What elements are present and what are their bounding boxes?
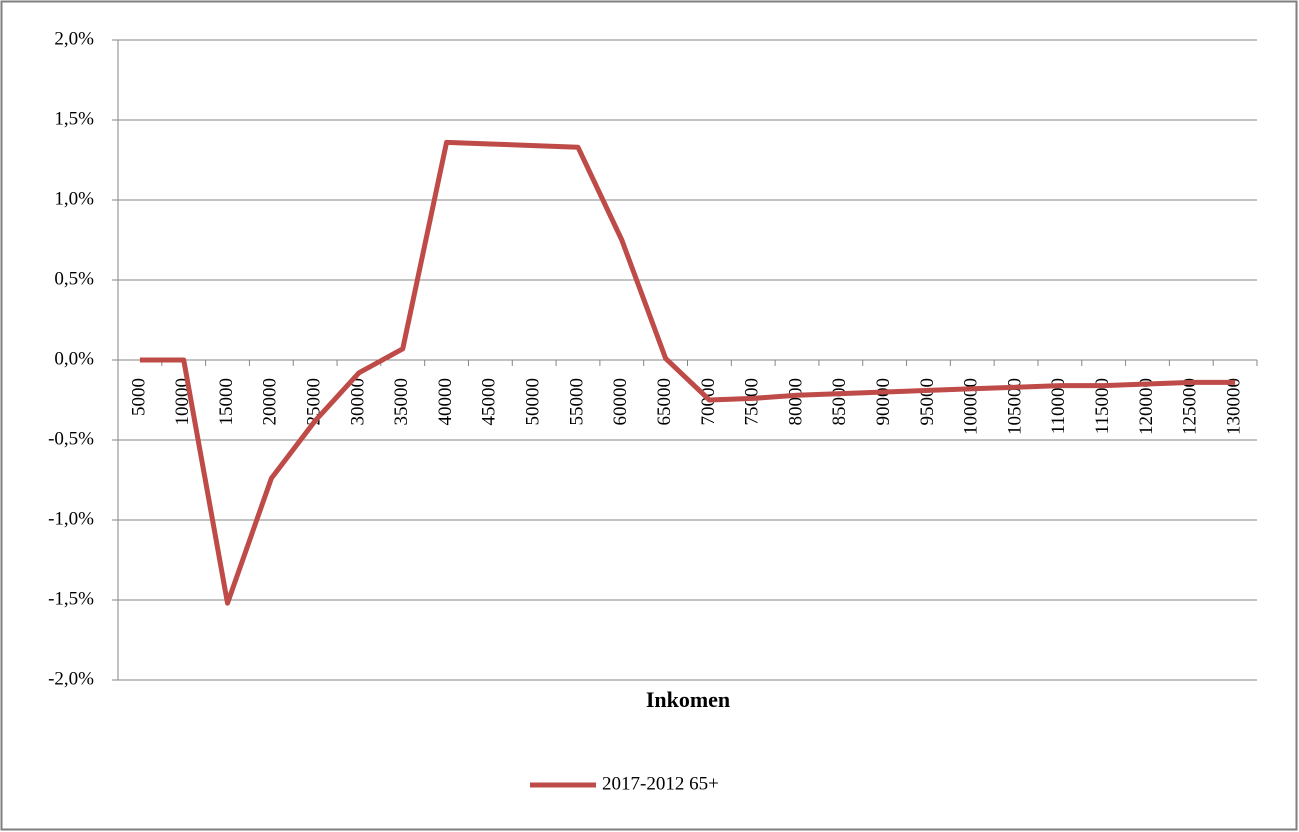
x-tick-label: 85000 (829, 378, 850, 426)
x-tick-label: 115000 (1092, 378, 1113, 434)
x-tick-label: 100000 (961, 378, 982, 435)
x-tick-label: 40000 (435, 378, 456, 426)
x-tick-label: 130000 (1223, 378, 1244, 435)
x-tick-label: 20000 (260, 378, 281, 426)
x-tick-label: 50000 (523, 378, 544, 426)
y-tick-label: 0,5% (54, 268, 94, 289)
y-tick-label: 1,0% (54, 188, 94, 209)
y-tick-label: -0,5% (48, 428, 94, 449)
y-tick-label: 2,0% (54, 28, 94, 49)
y-tick-label: -1,5% (48, 588, 94, 609)
x-tick-label: 105000 (1004, 378, 1025, 435)
y-tick-label: -2,0% (48, 668, 94, 689)
x-tick-label: 120000 (1136, 378, 1157, 435)
x-tick-label: 15000 (216, 378, 237, 426)
x-tick-label: 125000 (1180, 378, 1201, 435)
x-tick-label: 5000 (128, 378, 149, 416)
legend-label: 2017-2012 65+ (602, 773, 719, 794)
x-tick-label: 90000 (873, 378, 894, 426)
x-tick-label: 95000 (917, 378, 938, 426)
x-tick-label: 55000 (566, 378, 587, 426)
y-tick-label: 0,0% (54, 348, 94, 369)
series-line (139, 139, 1236, 606)
x-tick-label: 110000 (1048, 378, 1069, 434)
y-tick-label: -1,0% (48, 508, 94, 529)
x-tick-label: 80000 (785, 378, 806, 426)
x-tick-label: 35000 (391, 378, 412, 426)
x-tick-label: 60000 (610, 378, 631, 426)
x-tick-label: 75000 (742, 378, 763, 426)
x-tick-label: 45000 (479, 378, 500, 426)
x-tick-label: 65000 (654, 378, 675, 426)
x-axis-title: Inkomen (646, 687, 730, 712)
y-tick-label: 1,5% (54, 108, 94, 129)
x-tick-label: 30000 (347, 378, 368, 426)
